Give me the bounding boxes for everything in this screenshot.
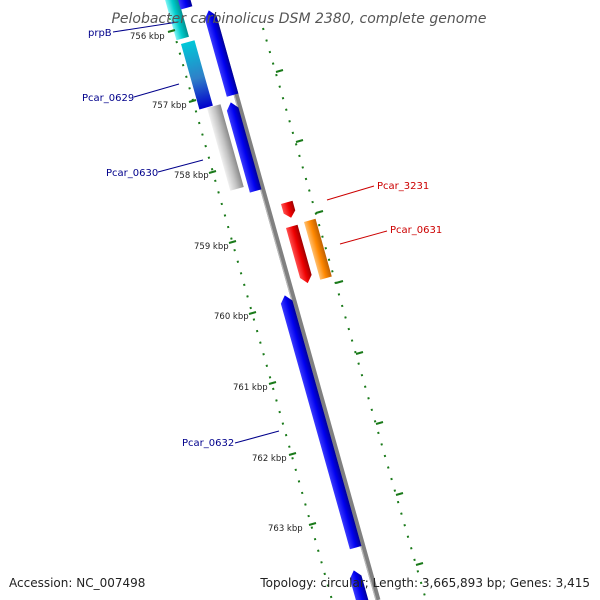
gene-upper-blue-b[interactable] (225, 101, 262, 193)
gene-red-forward[interactable] (286, 224, 314, 285)
gene-pcar-0631[interactable] (304, 218, 332, 280)
label-prpB[interactable]: prpB (88, 28, 112, 39)
leader-pcar-0631 (339, 230, 388, 245)
scale-tick-762 (288, 452, 297, 456)
leader-pcar-0632 (234, 430, 280, 444)
outer-tick-6 (375, 421, 384, 425)
label-pcar-0632[interactable]: Pcar_0632 (182, 438, 234, 449)
scale-tick-763 (308, 522, 317, 526)
outer-tick-3 (315, 210, 324, 214)
scale-tick-760 (248, 311, 257, 315)
outer-tick-2 (295, 139, 304, 143)
scale-tick-758 (208, 170, 217, 174)
inner-track-dotted (169, 17, 333, 600)
outer-tick-4 (335, 280, 344, 284)
gene-prpB[interactable] (164, 0, 189, 41)
leader-pcar-0630 (157, 159, 204, 173)
gene-top-partial-blue[interactable] (177, 0, 193, 10)
gene-pcar-0629[interactable] (181, 40, 213, 110)
scale-label-756: 756 kbp (130, 32, 165, 42)
scale-tick-756 (167, 29, 176, 33)
scale-tick-757 (188, 99, 197, 103)
outer-tick-1 (275, 69, 284, 73)
gene-pcar-3231[interactable] (281, 200, 297, 220)
scale-label-761: 761 kbp (233, 383, 268, 393)
leader-pcar-3231 (326, 185, 375, 201)
gene-pcar-0630[interactable] (207, 104, 244, 191)
gene-pcar-0632[interactable] (279, 294, 362, 550)
outer-tick-8 (415, 562, 424, 566)
accession-text: Accession: NC_007498 (9, 576, 145, 590)
label-pcar-0630[interactable]: Pcar_0630 (106, 168, 158, 179)
scale-label-760: 760 kbp (214, 312, 249, 322)
leader-pcar-0629 (133, 83, 180, 98)
scale-label-763: 763 kbp (268, 524, 303, 534)
scale-label-757: 757 kbp (152, 101, 187, 111)
scale-tick-759 (228, 240, 237, 244)
gene-bottom-partial-blue[interactable] (348, 569, 371, 600)
scale-tick-761 (268, 381, 277, 385)
leader-prpB (112, 21, 179, 33)
label-pcar-3231[interactable]: Pcar_3231 (377, 181, 429, 192)
genome-summary-text: Topology: circular; Length: 3,665,893 bp… (259, 576, 590, 590)
scale-label-758: 758 kbp (174, 171, 209, 181)
map-title: Pelobacter carbinolicus DSM 2380, comple… (111, 11, 486, 27)
genome-backbone (211, 15, 381, 600)
scale-label-762: 762 kbp (252, 454, 287, 464)
gene-upper-blue-a[interactable] (203, 9, 239, 97)
outer-tick-7 (395, 492, 404, 496)
label-pcar-0629[interactable]: Pcar_0629 (82, 93, 134, 104)
scale-label-759: 759 kbp (194, 242, 229, 252)
label-pcar-0631[interactable]: Pcar_0631 (390, 225, 442, 236)
outer-tick-5 (355, 351, 364, 355)
